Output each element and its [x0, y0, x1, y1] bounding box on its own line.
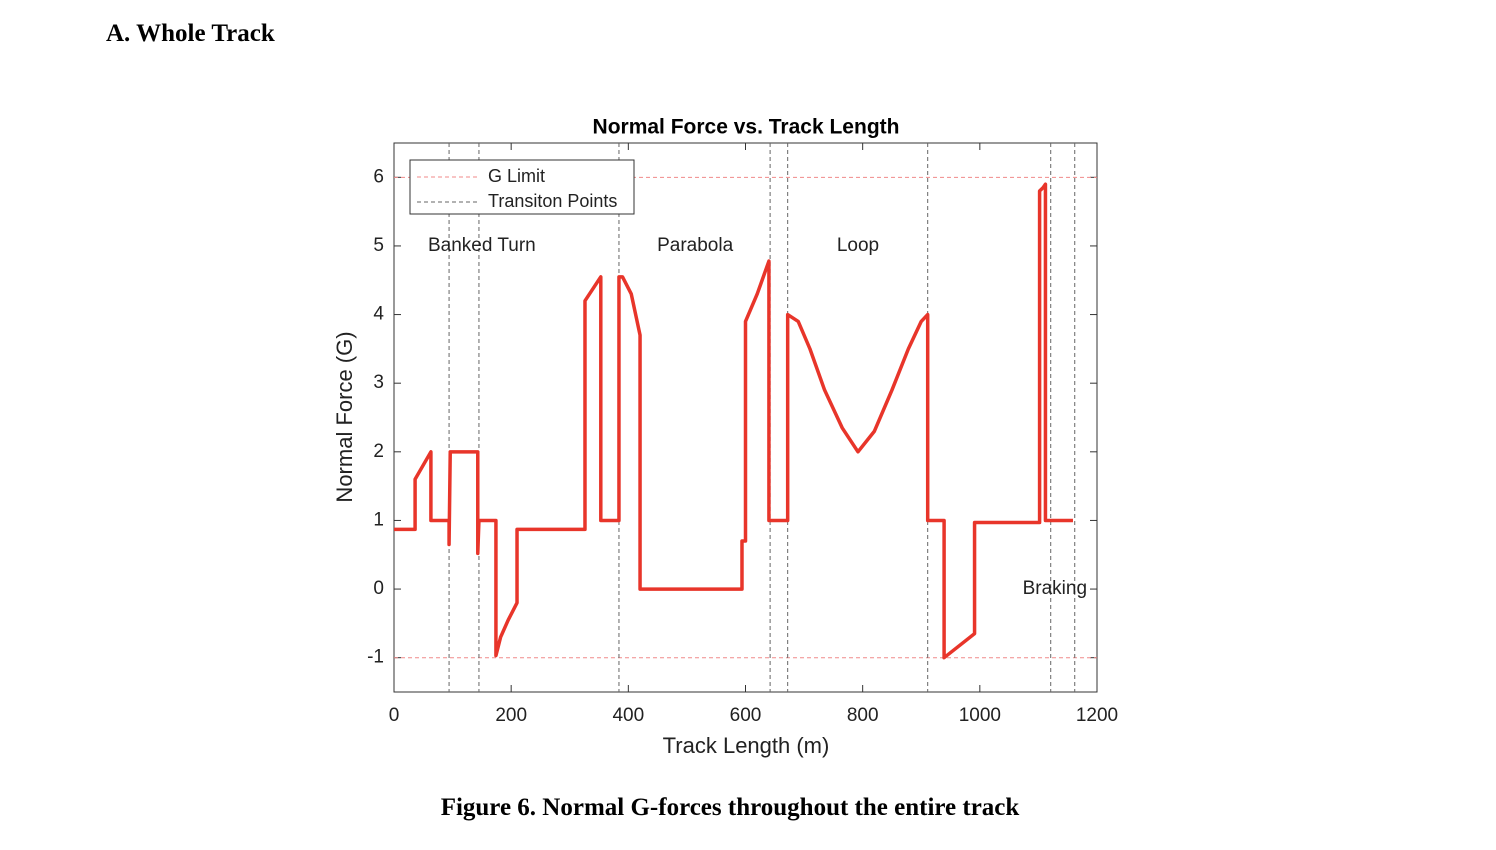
- y-tick-label: 5: [373, 235, 384, 256]
- annotation: Loop: [837, 235, 879, 256]
- figure-caption: Figure 6. Normal G-forces throughout the…: [440, 794, 1020, 821]
- section-heading: A. Whole Track: [106, 20, 275, 47]
- legend-box: [409, 159, 635, 215]
- annotation: Banked Turn: [428, 235, 536, 256]
- legend-label: Transiton Points: [488, 191, 617, 211]
- data-line: [394, 182, 1073, 660]
- x-tick-label: 0: [389, 705, 400, 726]
- x-tick-label: 1000: [959, 705, 1001, 726]
- x-tick-label: 600: [730, 705, 762, 726]
- legend-label: G Limit: [488, 166, 545, 186]
- y-tick-label: 1: [373, 509, 384, 530]
- x-tick-label: 400: [612, 705, 644, 726]
- y-tick-label: -1: [367, 647, 384, 668]
- x-tick-label: 1200: [1076, 705, 1118, 726]
- y-tick-label: 2: [373, 441, 384, 462]
- chart-title: Normal Force vs. Track Length: [593, 116, 900, 139]
- y-tick-label: 3: [373, 372, 384, 393]
- y-axis-label: Normal Force (G): [332, 331, 357, 502]
- y-tick-label: 6: [373, 166, 384, 187]
- annotation: Braking: [1023, 578, 1087, 599]
- x-tick-label: 200: [495, 705, 527, 726]
- y-tick-label: 0: [373, 578, 384, 599]
- x-tick-label: 800: [847, 705, 879, 726]
- y-tick-label: 4: [373, 304, 384, 325]
- annotation: Parabola: [657, 235, 733, 256]
- x-axis-label: Track Length (m): [663, 733, 830, 758]
